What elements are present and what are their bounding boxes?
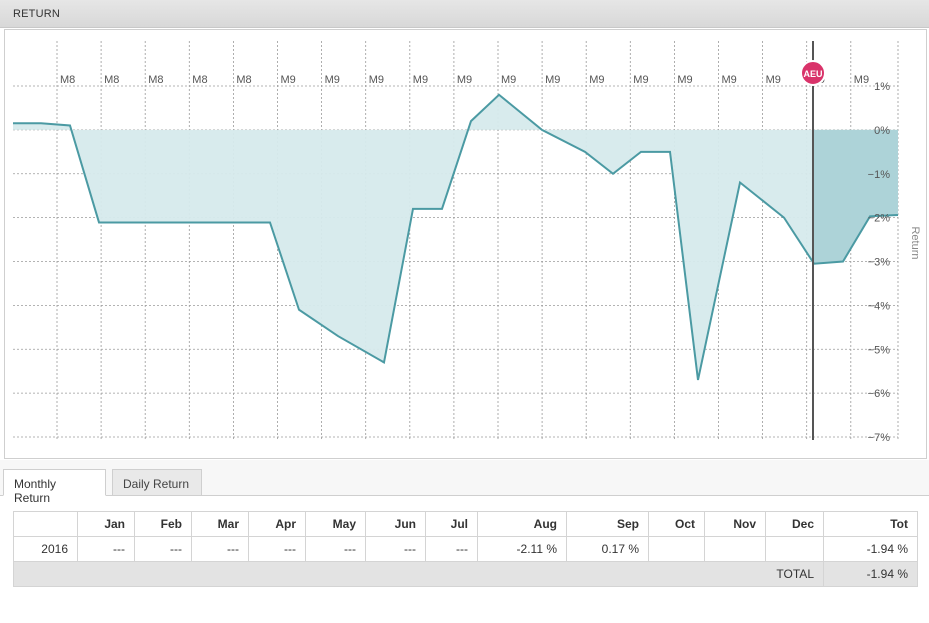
cell-aug: -2.11 % [477,536,567,562]
header-year [13,511,78,537]
cell-nov [704,536,766,562]
y-tick-label: −7% [868,432,891,444]
marker-label: AEU [803,69,822,79]
x-tick-label: M9 [369,74,384,86]
y-tick-label: −4% [868,300,891,312]
total-value: -1.94 % [823,561,918,587]
cell-mar: --- [191,536,249,562]
x-tick-label: M9 [325,74,340,86]
header-feb: Feb [134,511,192,537]
return-area-recent [813,129,898,264]
tab-monthly-return[interactable]: Monthly Return [3,469,106,505]
marker-badge [800,60,826,86]
x-tick-label: M9 [854,74,869,86]
x-tick-label: M9 [722,74,737,86]
header-jun: Jun [365,511,426,537]
header-dec: Dec [765,511,824,537]
header-apr: Apr [248,511,306,537]
x-tick-label: M8 [236,74,251,86]
x-tick-label: M9 [766,74,781,86]
y-tick-label: 1% [874,81,890,93]
header-may: May [305,511,366,537]
y-axis-title: Return [909,226,921,259]
cell-sep: 0.17 % [566,536,649,562]
y-tick-label: −2% [868,213,891,225]
header-jul: Jul [425,511,478,537]
cell-year: 2016 [13,536,78,562]
tab-divider [0,495,929,496]
x-tick-label: M8 [192,74,207,86]
total-label: TOTAL [13,561,824,587]
x-tick-label: M9 [281,74,296,86]
panel-title: RETURN [13,8,61,20]
y-tick-label: −3% [868,257,891,269]
cell-feb: --- [134,536,192,562]
x-tick-label: M9 [413,74,428,86]
x-tick-label: M9 [677,74,692,86]
x-tick-label: M9 [589,74,604,86]
panel-header: RETURN [0,0,929,28]
y-tick-label: −5% [868,344,891,356]
table-header-row: Jan Feb Mar Apr May Jun Jul Aug Sep Oct … [13,511,918,537]
y-tick-label: −1% [868,169,891,181]
cell-dec [765,536,824,562]
return-chart: M8M8M8M8M8M9M9M9M9M9M9M9M9M9M9M9M9M9M91%… [13,41,921,444]
cell-jun: --- [365,536,426,562]
x-tick-label: M8 [148,74,163,86]
cell-oct [648,536,705,562]
tab-daily-return[interactable]: Daily Return [112,469,202,496]
cell-jul: --- [425,536,478,562]
header-nov: Nov [704,511,766,537]
cell-apr: --- [248,536,306,562]
x-tick-label: M9 [545,74,560,86]
chart-container [4,29,927,459]
monthly-return-table: Jan Feb Mar Apr May Jun Jul Aug Sep Oct … [13,511,918,587]
header-jan: Jan [77,511,135,537]
y-tick-label: 0% [874,125,890,137]
table-row: 2016 --- --- --- --- --- --- --- -2.11 %… [13,536,918,562]
x-tick-label: M9 [633,74,648,86]
cell-may: --- [305,536,366,562]
return-area [13,94,898,380]
table-total-row: TOTAL -1.94 % [13,561,918,587]
x-tick-label: M8 [104,74,119,86]
header-oct: Oct [648,511,705,537]
x-tick-label: M8 [60,74,75,86]
header-mar: Mar [191,511,249,537]
header-aug: Aug [477,511,567,537]
header-sep: Sep [566,511,649,537]
x-tick-label: M9 [501,74,516,86]
y-tick-label: −6% [868,388,891,400]
cell-jan: --- [77,536,135,562]
x-tick-label: M9 [457,74,472,86]
header-tot: Tot [823,511,918,537]
return-line [13,93,899,381]
cell-tot: -1.94 % [823,536,918,562]
